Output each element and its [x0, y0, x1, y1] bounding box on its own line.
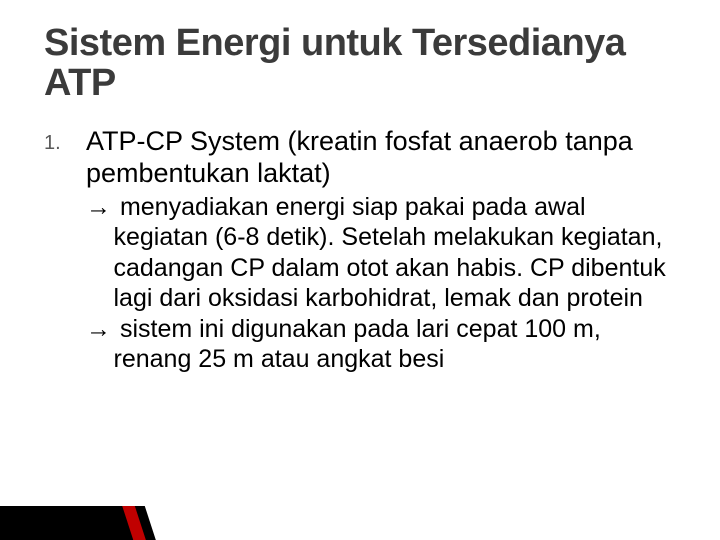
para1-text: menyadiakan energi siap pakai pada awal …: [114, 193, 666, 313]
slide: Sistem Energi untuk Tersedianya ATP 1. A…: [0, 0, 720, 540]
arrow-icon: →: [86, 315, 113, 343]
list-paragraph-2: → sistem ini digunakan pada lari cepat 1…: [114, 314, 673, 375]
para2-text: sistem ini digunakan pada lari cepat 100…: [114, 315, 601, 374]
numbered-list: 1. ATP-CP System (kreatin fosfat anaerob…: [44, 126, 672, 375]
corner-accent: [0, 506, 160, 540]
list-marker: 1.: [44, 126, 86, 155]
slide-title: Sistem Energi untuk Tersedianya ATP: [44, 24, 672, 104]
arrow-icon: →: [86, 193, 113, 221]
list-content: ATP-CP System (kreatin fosfat anaerob ta…: [86, 126, 672, 375]
list-paragraph-1: → menyadiakan energi siap pakai pada awa…: [114, 192, 673, 314]
list-lead: ATP-CP System (kreatin fosfat anaerob ta…: [86, 126, 672, 190]
